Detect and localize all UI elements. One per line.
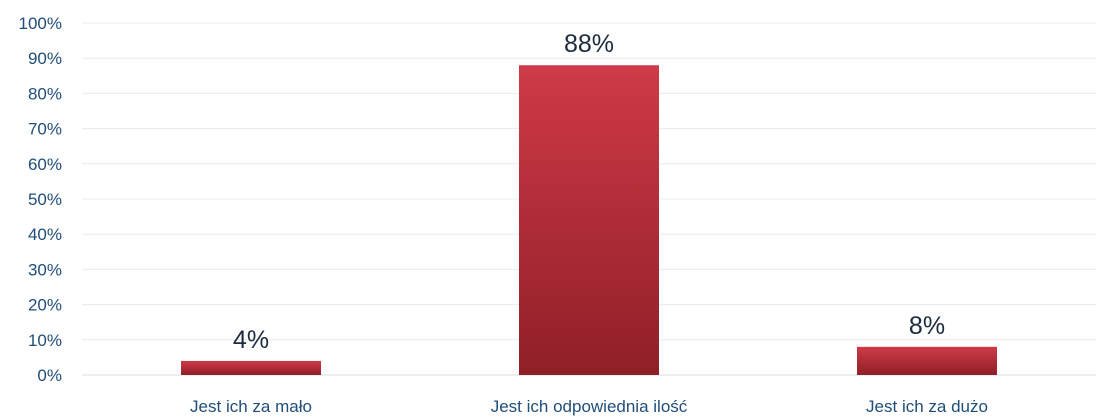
x-category-label: Jest ich za dużo bbox=[866, 397, 988, 416]
y-tick-label: 70% bbox=[28, 120, 62, 139]
data-label: 8% bbox=[909, 312, 945, 340]
y-tick-label: 90% bbox=[28, 49, 62, 68]
y-tick-label: 40% bbox=[28, 225, 62, 244]
data-label: 88% bbox=[564, 30, 614, 58]
data-labels: 4% 88% 8% bbox=[233, 30, 945, 354]
y-tick-label: 50% bbox=[28, 190, 62, 209]
y-tick-label: 80% bbox=[28, 84, 62, 103]
bar bbox=[519, 65, 659, 376]
x-axis-category-labels: Jest ich za mało Jest ich odpowiednia ilo… bbox=[190, 397, 988, 416]
y-axis-tick-labels: 0% 10% 20% 30% 40% 50% 60% 70% 80% 90% 100% bbox=[19, 14, 62, 385]
y-tick-label: 100% bbox=[19, 14, 62, 33]
y-tick-label: 60% bbox=[28, 155, 62, 174]
bar bbox=[857, 346, 997, 375]
x-category-label: Jest ich odpowiednia ilość bbox=[491, 397, 688, 416]
data-label: 4% bbox=[233, 326, 269, 354]
y-tick-label: 10% bbox=[28, 331, 62, 350]
y-tick-label: 20% bbox=[28, 296, 62, 315]
bars bbox=[181, 65, 997, 376]
y-tick-label: 0% bbox=[37, 366, 62, 385]
x-category-label: Jest ich za mało bbox=[190, 397, 312, 416]
bar bbox=[181, 360, 321, 375]
y-tick-label: 30% bbox=[28, 260, 62, 279]
